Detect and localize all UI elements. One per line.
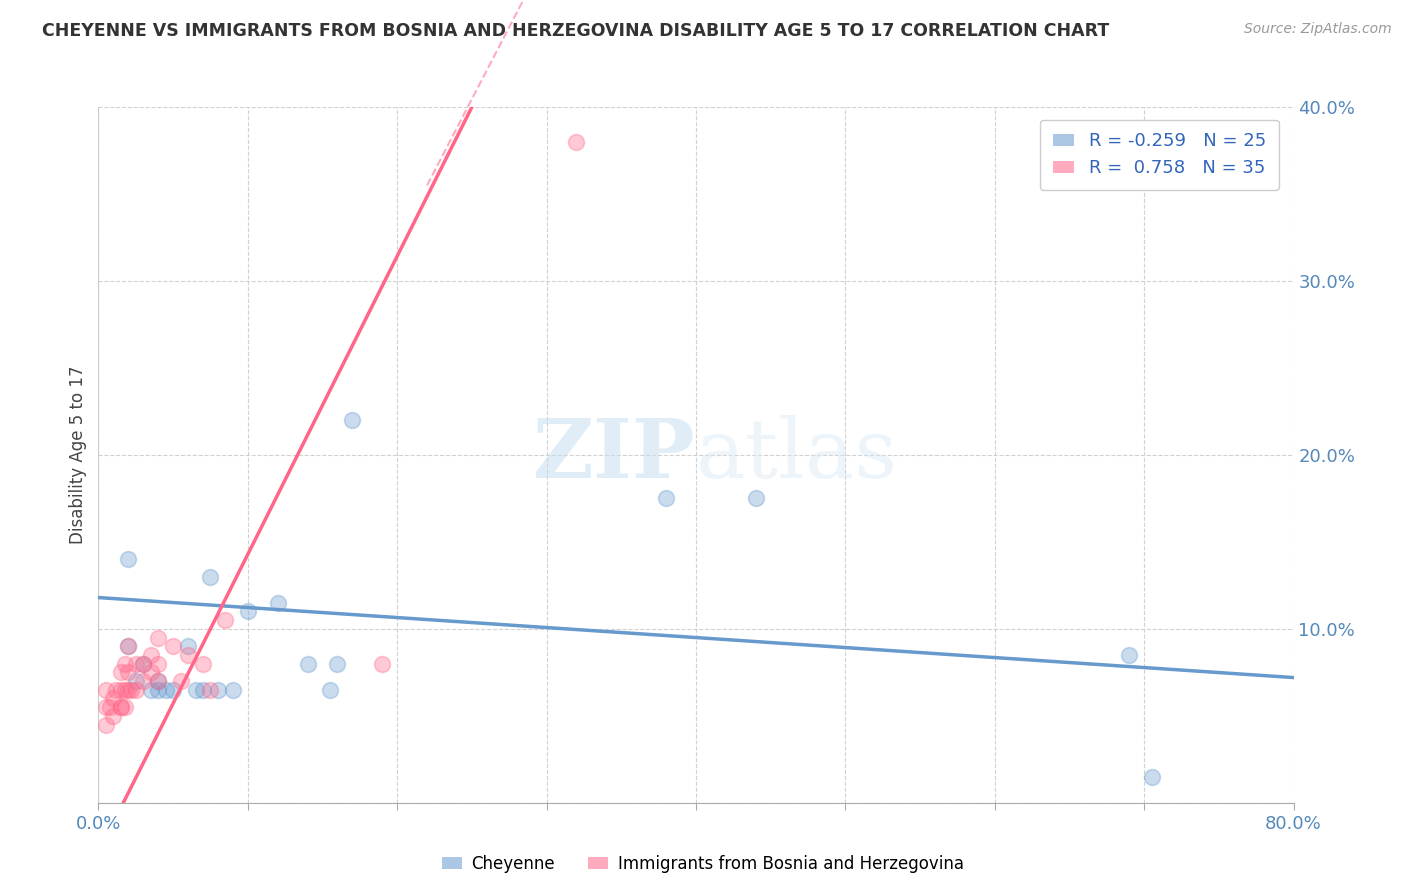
Point [162, 682, 184, 697]
Point [222, 682, 245, 697]
Text: CHEYENNE VS IMMIGRANTS FROM BOSNIA AND HERZEGOVINA DISABILITY AGE 5 TO 17 CORREL: CHEYENNE VS IMMIGRANTS FROM BOSNIA AND H… [42, 22, 1109, 40]
Point [132, 674, 155, 689]
Point [177, 648, 200, 662]
Point [110, 682, 132, 697]
Y-axis label: Disability Age 5 to 17: Disability Age 5 to 17 [69, 366, 87, 544]
Point [94, 682, 117, 697]
Point [114, 682, 136, 697]
Point [214, 613, 236, 627]
Point [125, 657, 148, 671]
Point [565, 135, 588, 149]
Point [155, 682, 177, 697]
Point [94, 700, 117, 714]
Point [745, 491, 768, 506]
Point [184, 682, 207, 697]
Point [117, 639, 139, 653]
Text: Source: ZipAtlas.com: Source: ZipAtlas.com [1244, 22, 1392, 37]
Point [132, 657, 155, 671]
Point [191, 682, 214, 697]
Point [326, 657, 349, 671]
Text: atlas: atlas [696, 415, 898, 495]
Point [655, 491, 678, 506]
Point [148, 631, 170, 645]
Point [139, 682, 162, 697]
Legend: Cheyenne, Immigrants from Bosnia and Herzegovina: Cheyenne, Immigrants from Bosnia and Her… [434, 848, 972, 880]
Point [139, 665, 162, 680]
Point [98, 700, 122, 714]
Point [267, 596, 290, 610]
Point [371, 657, 394, 671]
Point [94, 717, 117, 731]
Point [125, 674, 148, 689]
Point [117, 552, 139, 566]
Point [117, 682, 139, 697]
Point [148, 682, 170, 697]
Point [114, 657, 136, 671]
Point [103, 691, 125, 706]
Point [207, 682, 229, 697]
Point [125, 682, 148, 697]
Legend: R = -0.259   N = 25, R =  0.758   N = 35: R = -0.259 N = 25, R = 0.758 N = 35 [1040, 120, 1278, 190]
Point [162, 639, 184, 653]
Point [200, 682, 222, 697]
Point [117, 639, 139, 653]
Point [177, 639, 200, 653]
Point [148, 674, 170, 689]
Text: ZIP: ZIP [533, 415, 696, 495]
Point [117, 665, 139, 680]
Point [191, 657, 214, 671]
Point [139, 648, 162, 662]
Point [110, 700, 132, 714]
Point [342, 413, 364, 427]
Point [1140, 770, 1163, 784]
Point [132, 657, 155, 671]
Point [148, 674, 170, 689]
Point [236, 605, 259, 619]
Point [297, 657, 319, 671]
Point [105, 682, 128, 697]
Point [148, 657, 170, 671]
Point [120, 682, 142, 697]
Point [110, 700, 132, 714]
Point [110, 665, 132, 680]
Point [319, 682, 342, 697]
Point [1118, 648, 1140, 662]
Point [200, 570, 222, 584]
Point [169, 674, 191, 689]
Point [103, 708, 125, 723]
Point [114, 700, 136, 714]
